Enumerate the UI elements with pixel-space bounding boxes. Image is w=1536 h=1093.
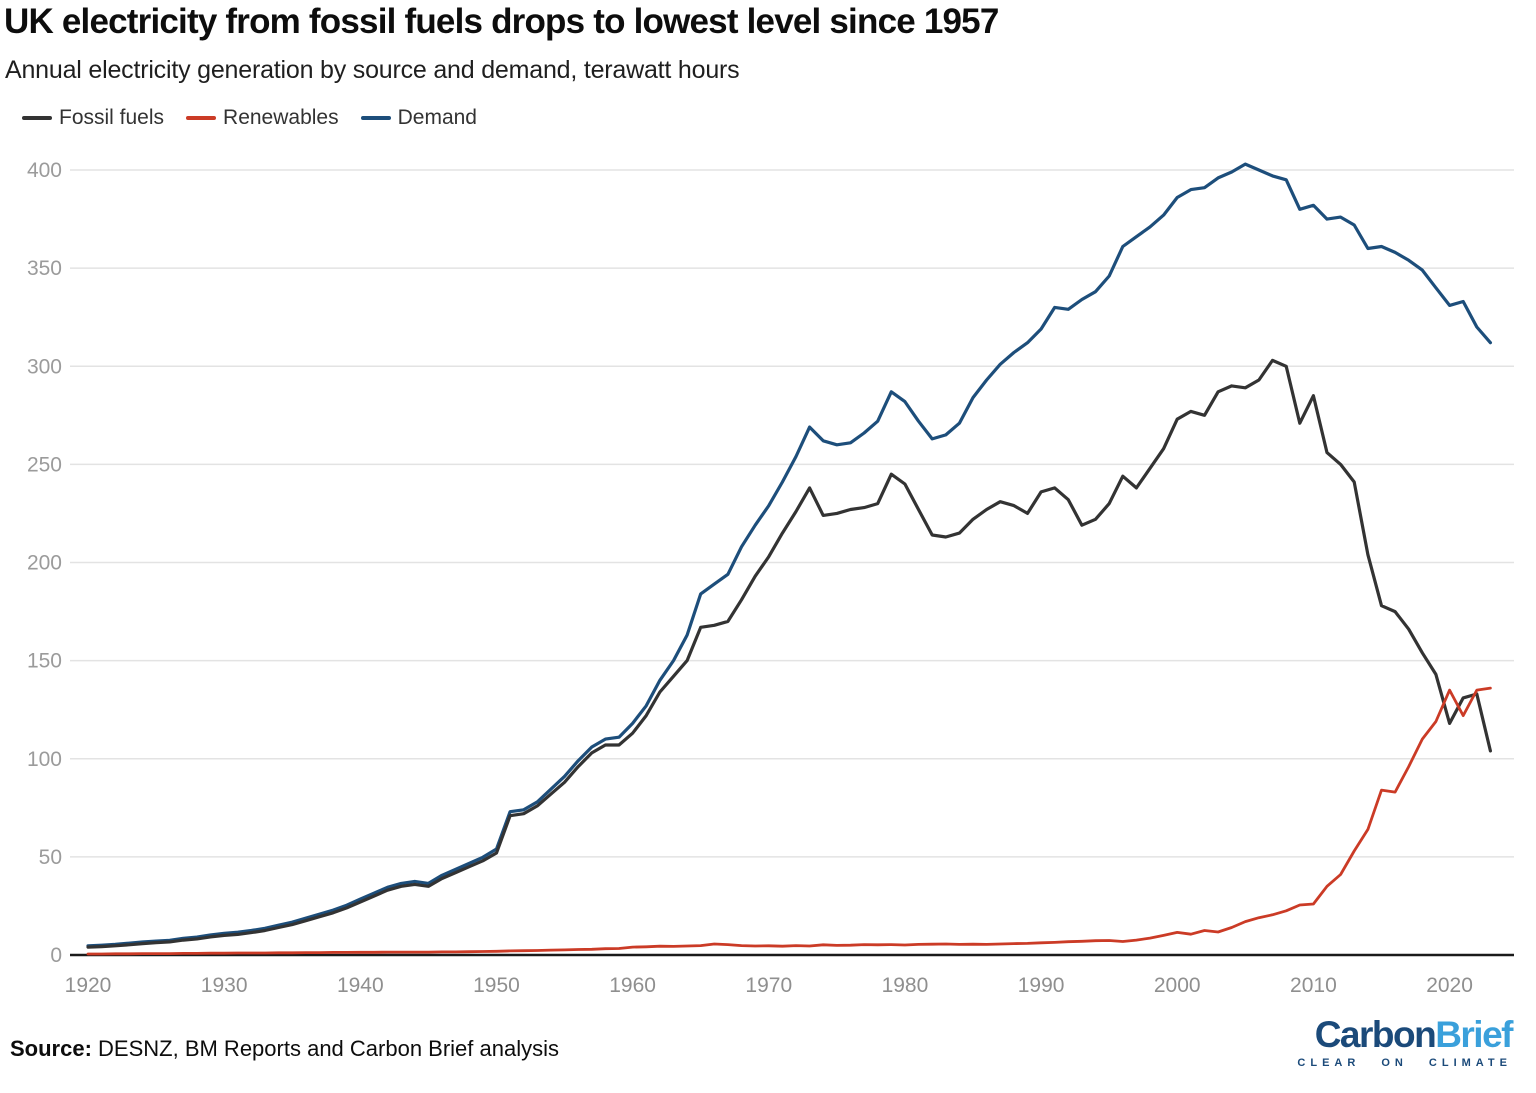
svg-text:250: 250 xyxy=(27,453,62,476)
svg-text:1920: 1920 xyxy=(65,974,112,997)
legend-label: Fossil fuels xyxy=(59,106,165,129)
fossil-fuels-line-swatch-icon xyxy=(22,116,52,120)
svg-text:1970: 1970 xyxy=(745,974,792,997)
legend-item-renewables: Renewables xyxy=(186,106,339,130)
carbonbrief-wordmark: CarbonBrief xyxy=(1297,1014,1514,1055)
chart-svg: 0 50 100 150 200 250 300 350 400 1920 1930 1940 1950… xyxy=(27,159,1514,997)
legend-label: Renewables xyxy=(223,106,339,129)
svg-text:350: 350 xyxy=(27,257,62,280)
svg-text:300: 300 xyxy=(27,355,62,378)
svg-text:2010: 2010 xyxy=(1290,974,1337,997)
svg-text:150: 150 xyxy=(27,650,62,673)
source-text: DESNZ, BM Reports and Carbon Brief analy… xyxy=(91,1036,559,1061)
chart-subtitle: Annual electricity generation by source … xyxy=(5,56,740,84)
svg-text:1960: 1960 xyxy=(609,974,656,997)
logo-word-brief: Brief xyxy=(1435,1014,1513,1055)
svg-text:2000: 2000 xyxy=(1154,974,1201,997)
svg-text:2020: 2020 xyxy=(1426,974,1473,997)
svg-text:100: 100 xyxy=(27,748,62,771)
carbonbrief-logo: CarbonBrief CLEAR ON CLIMATE xyxy=(1297,1014,1514,1069)
logo-word-carbon: Carbon xyxy=(1314,1014,1437,1055)
renewables-line-swatch-icon xyxy=(186,116,217,120)
legend-item-demand: Demand xyxy=(360,106,477,130)
svg-text:1990: 1990 xyxy=(1018,974,1065,997)
chart-title: UK electricity from fossil fuels drops t… xyxy=(4,2,999,41)
svg-text:1980: 1980 xyxy=(882,974,929,997)
legend: Fossil fuels Renewables Demand xyxy=(22,106,477,130)
logo-tagline: CLEAR ON CLIMATE xyxy=(1297,1057,1512,1069)
legend-item-fossil-fuels: Fossil fuels xyxy=(22,106,164,130)
legend-label: Demand xyxy=(397,106,477,129)
demand-line-swatch-icon xyxy=(360,116,391,120)
svg-text:0: 0 xyxy=(50,944,62,967)
svg-text:200: 200 xyxy=(27,552,62,575)
svg-text:1930: 1930 xyxy=(201,974,248,997)
svg-text:50: 50 xyxy=(39,846,62,869)
svg-text:1950: 1950 xyxy=(473,974,520,997)
line-chart: 0 50 100 150 200 250 300 350 400 1920 1930 1940 1950… xyxy=(0,140,1536,1000)
svg-text:400: 400 xyxy=(27,159,62,182)
source-label: Source: xyxy=(10,1036,92,1061)
svg-text:1940: 1940 xyxy=(337,974,384,997)
source-line: Source: DESNZ, BM Reports and Carbon Bri… xyxy=(10,1036,559,1062)
